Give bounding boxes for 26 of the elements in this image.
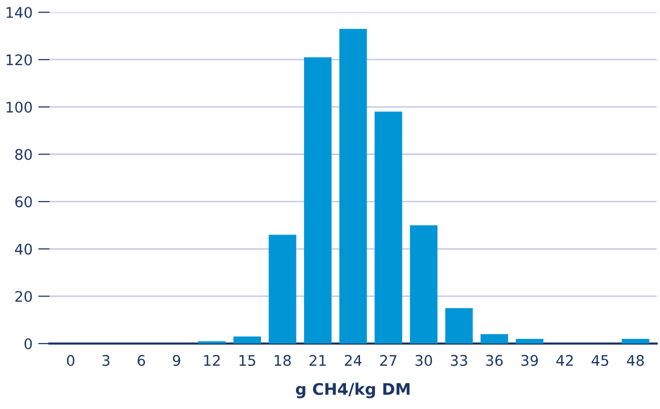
y-tick-label: 20 [15,290,32,302]
y-tick-label: 120 [6,54,32,66]
x-axis-title: g CH4/kg DM [296,382,410,398]
x-tick-label: 12 [204,354,220,366]
x-tick-label: 48 [626,354,644,366]
y-tick-label: 60 [15,196,32,208]
x-tick-label: 18 [274,354,291,366]
x-tick-label: 33 [450,354,468,366]
x-tick-label: 45 [592,355,608,366]
x-tick-label: 39 [521,354,538,366]
x-tick-label: 42 [556,354,573,366]
y-tick-label: 40 [14,244,32,255]
y-tick-label: 0 [24,338,32,350]
x-tick-label: 24 [344,354,362,366]
y-tick-label: 140 [6,6,32,18]
y-tick-label: 80 [15,148,32,160]
x-tick-label: 27 [380,354,396,366]
x-tick-label: 21 [310,354,326,366]
x-tick-label: 30 [416,354,432,366]
x-tick-label: 0 [67,354,74,366]
x-tick-label: 15 [240,355,256,366]
x-tick-label: 3 [102,354,110,366]
y-tick-label: 100 [6,102,32,113]
x-tick-label: 6 [138,354,146,366]
x-tick-label: 9 [172,354,180,366]
x-tick-label: 36 [486,354,503,366]
